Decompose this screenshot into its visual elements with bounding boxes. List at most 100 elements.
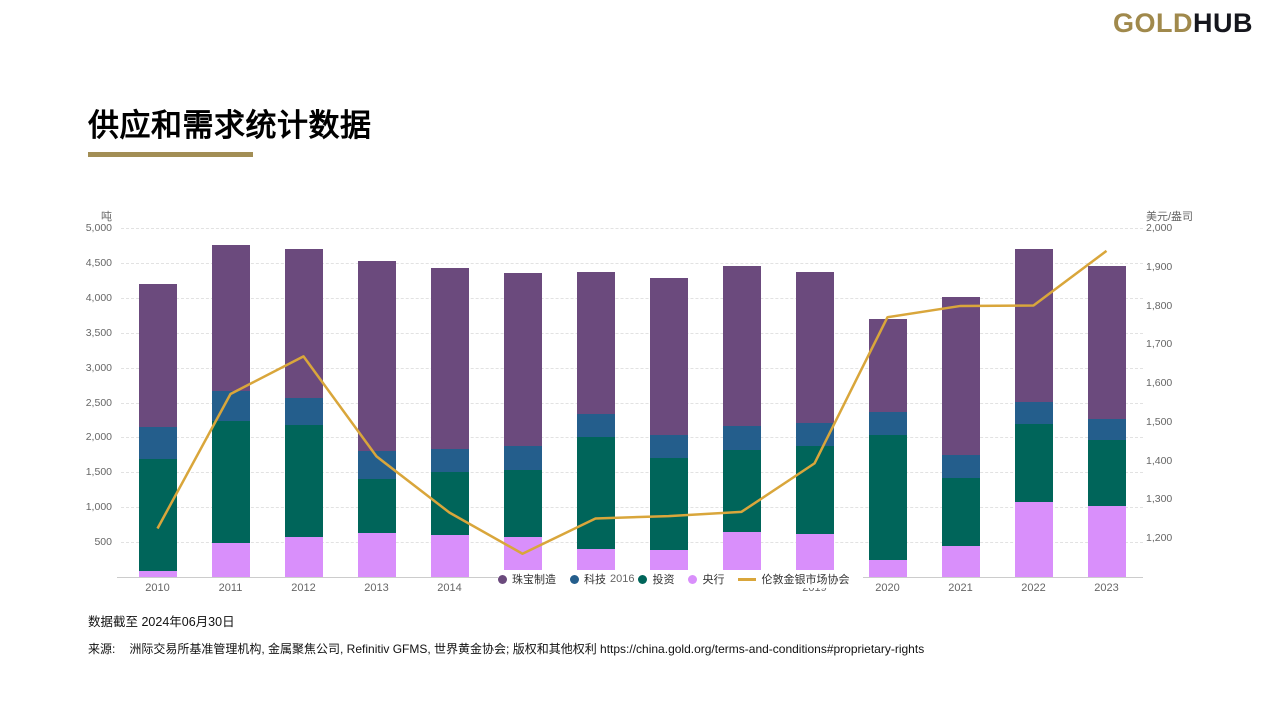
bar-segment-珠宝制造[interactable] <box>430 268 469 449</box>
gridline <box>121 262 1143 264</box>
bar-segment-珠宝制造[interactable] <box>649 277 688 436</box>
left-axis-tick-label: 4,000 <box>85 291 112 304</box>
bar-segment-科技[interactable] <box>868 412 907 436</box>
bar-segment-投资[interactable] <box>868 435 907 560</box>
bar-segment-珠宝制造[interactable] <box>795 271 834 424</box>
legend-dot-icon <box>570 574 579 584</box>
bar-segment-投资[interactable] <box>357 478 396 534</box>
bar-segment-科技[interactable] <box>284 398 323 425</box>
bar-segment-珠宝制造[interactable] <box>941 297 980 455</box>
gridline <box>121 472 1143 474</box>
x-axis-label-2016: 2016 <box>610 573 635 585</box>
left-axis-tick-label: 1,500 <box>85 466 112 479</box>
page-title: 供应和需求统计数据 <box>88 108 372 143</box>
bar-segment-科技[interactable] <box>430 448 469 472</box>
bar-segment-央行[interactable] <box>1014 501 1053 577</box>
source-note: 来源: 洲际交易所基准管理机构, 金属聚焦公司, Refinitiv GFMS, … <box>88 640 924 657</box>
right-axis-tick-label: 1,300 <box>1146 493 1173 506</box>
bar-segment-珠宝制造[interactable] <box>1014 248 1053 402</box>
bar-segment-珠宝制造[interactable] <box>211 245 250 392</box>
bar-segment-投资[interactable] <box>649 458 688 551</box>
bar-segment-科技[interactable] <box>722 426 761 450</box>
x-axis-label-2013: 2013 <box>364 582 389 594</box>
bar-segment-科技[interactable] <box>649 435 688 459</box>
bar-segment-科技[interactable] <box>138 426 177 460</box>
bar-segment-科技[interactable] <box>941 454 980 478</box>
gridline <box>121 367 1143 369</box>
x-axis-label-2011: 2011 <box>218 582 243 594</box>
bar-segment-央行[interactable] <box>138 571 177 577</box>
gridline <box>121 297 1143 299</box>
bar-segment-科技[interactable] <box>795 423 834 447</box>
gridline <box>121 228 1143 229</box>
bar-segment-科技[interactable] <box>576 413 615 438</box>
legend-dot-icon <box>498 574 507 584</box>
right-axis-tick-label: 2,000 <box>1146 222 1173 234</box>
bar-segment-央行[interactable] <box>357 533 396 577</box>
source-text: 洲际交易所基准管理机构, 金属聚焦公司, Refinitiv GFMS, 世界黄… <box>129 642 925 656</box>
legend-label: 珠宝制造 <box>512 574 556 586</box>
gridline <box>121 437 1143 439</box>
bar-segment-央行[interactable] <box>211 543 250 577</box>
bar-segment-投资[interactable] <box>1087 440 1126 506</box>
bar-segment-珠宝制造[interactable] <box>1087 265 1126 420</box>
lbma-price-polyline <box>156 249 1108 555</box>
chart-legend: 珠宝制造 科技 2016 投资 央行 伦敦金银市场协会 <box>498 570 864 588</box>
bar-segment-珠宝制造[interactable] <box>503 272 542 447</box>
legend-line-icon <box>738 577 757 581</box>
legend-item-科技[interactable]: 科技 <box>570 571 606 587</box>
bar-segment-投资[interactable] <box>1014 424 1053 502</box>
right-axis-tick-label: 1,900 <box>1146 260 1173 273</box>
x-axis-label-2021: 2021 <box>948 582 973 594</box>
bar-segment-投资[interactable] <box>722 449 761 533</box>
gridline <box>121 332 1143 334</box>
right-axis-tick-label: 1,500 <box>1146 415 1173 428</box>
logo-gold-text: GOLD <box>1113 8 1193 38</box>
x-axis-label-2020: 2020 <box>875 582 900 594</box>
bar-segment-央行[interactable] <box>430 535 469 577</box>
legend-item-伦敦金银市场协会[interactable]: 伦敦金银市场协会 <box>738 571 849 587</box>
bar-segment-央行[interactable] <box>722 532 761 577</box>
bar-segment-央行[interactable] <box>1087 505 1126 577</box>
left-axis-tick-label: 4,500 <box>85 256 112 269</box>
bar-segment-投资[interactable] <box>576 437 615 550</box>
right-axis-tick-label: 1,400 <box>1146 454 1173 467</box>
bar-segment-珠宝制造[interactable] <box>138 283 177 427</box>
bar-segment-科技[interactable] <box>1014 401 1053 425</box>
bar-segment-珠宝制造[interactable] <box>357 260 396 452</box>
bar-segment-央行[interactable] <box>284 536 323 577</box>
left-axis-title: 吨 <box>101 211 112 223</box>
legend-label: 央行 <box>702 574 725 586</box>
source-label: 来源: <box>88 642 116 656</box>
bar-segment-珠宝制造[interactable] <box>576 271 615 414</box>
left-axis-tick-label: 1,000 <box>85 501 112 514</box>
legend-item-珠宝制造[interactable]: 珠宝制造 <box>498 571 556 587</box>
x-axis-label-2022: 2022 <box>1021 582 1046 594</box>
title-underline <box>88 152 253 157</box>
bar-segment-科技[interactable] <box>503 446 542 470</box>
bar-segment-珠宝制造[interactable] <box>722 266 761 427</box>
bar-segment-珠宝制造[interactable] <box>868 318 907 413</box>
bar-segment-科技[interactable] <box>1087 419 1126 441</box>
left-axis-tick-label: 3,500 <box>85 326 112 339</box>
goldhub-logo: GOLDHUB <box>1113 8 1253 39</box>
right-axis-tick-label: 1,600 <box>1146 377 1173 390</box>
bar-segment-投资[interactable] <box>503 469 542 537</box>
bar-segment-投资[interactable] <box>211 421 250 544</box>
bar-segment-央行[interactable] <box>795 533 834 577</box>
gridline <box>121 542 1143 544</box>
legend-label: 科技 <box>584 574 606 586</box>
bar-segment-央行[interactable] <box>868 559 907 577</box>
lbma-price-line <box>156 249 1108 555</box>
right-axis-tick-label: 1,700 <box>1146 338 1173 351</box>
legend-item-央行[interactable]: 央行 <box>688 571 724 587</box>
bar-segment-央行[interactable] <box>941 545 980 577</box>
bar-segment-投资[interactable] <box>138 459 177 572</box>
bar-segment-投资[interactable] <box>284 424 323 537</box>
legend-dot-icon <box>638 574 648 584</box>
legend-item-投资[interactable]: 投资 <box>638 571 674 587</box>
bar-segment-投资[interactable] <box>941 477 980 546</box>
left-axis-tick-label: 5,000 <box>85 222 112 234</box>
